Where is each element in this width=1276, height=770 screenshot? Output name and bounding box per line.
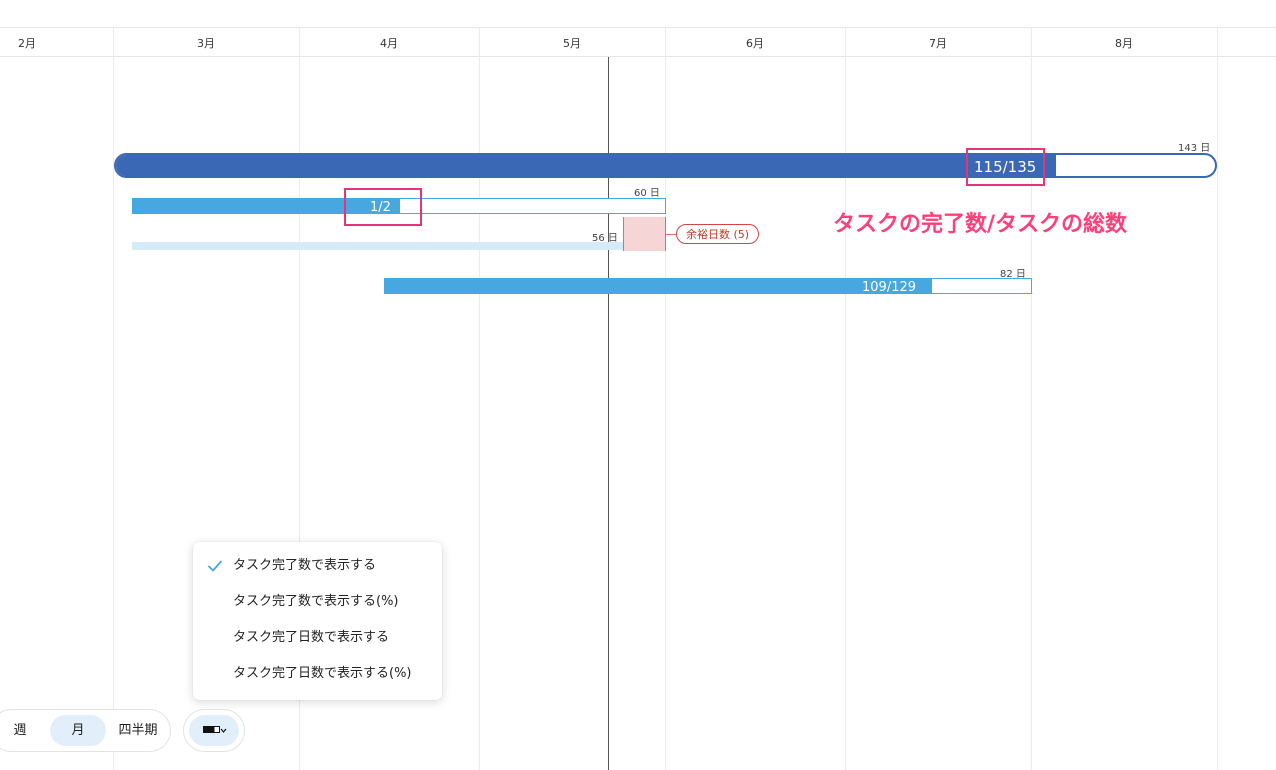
grid-line [113,28,114,770]
month-label-jun: 6月 [746,37,764,50]
progress-display-menu: タスク完了数で表示する タスク完了数で表示する(%) タスク完了日数で表示する … [193,542,442,700]
slack-days-box [623,217,666,251]
task3-bar-label: 109/129 [862,280,917,294]
slack-days-badge: 余裕日数 (5) [676,224,760,244]
main-bar-duration: 143 日 [1178,143,1211,154]
month-label-jul: 7月 [929,37,947,50]
month-label-aug: 8月 [1115,37,1133,50]
menu-item-task-days-percent[interactable]: タスク完了日数で表示する(%) [193,656,442,692]
task3-duration: 82 日 [1000,269,1026,280]
task1-bar-fill [133,199,400,213]
main-project-bar[interactable]: 115/135 [114,153,1217,178]
top-bar [0,0,1276,28]
scale-quarter-button[interactable]: 四半期 [118,723,158,738]
menu-item-task-count[interactable]: タスク完了数で表示する [193,548,442,584]
task1-bar[interactable]: 1/2 [132,198,666,214]
grid-line [1217,28,1218,770]
annotation-text: タスクの完了数/タスクの総数 [833,212,1128,237]
menu-item-label: タスク完了数で表示する(%) [233,594,399,609]
menu-item-task-days[interactable]: タスク完了日数で表示する [193,620,442,656]
grid-line [845,28,846,770]
main-project-bar-fill [116,155,1056,176]
scale-week-button[interactable]: 週 [13,723,27,738]
task2-bar[interactable] [132,242,624,250]
scale-switcher: 週 月 四半期 [0,709,171,752]
grid-line [479,28,480,770]
progress-display-toggle-group [183,709,245,752]
scale-month-button[interactable]: 月 [50,715,106,746]
menu-item-label: タスク完了日数で表示する(%) [233,666,412,681]
progress-bar-icon [203,726,227,733]
task3-bar[interactable]: 109/129 [384,278,1032,294]
menu-item-label: タスク完了日数で表示する [233,630,390,645]
check-icon [208,560,222,572]
today-line [608,57,609,770]
highlight-box-main [966,148,1045,186]
task1-duration: 60 日 [634,188,660,199]
main-project-bar-label: 115/135 [974,158,1037,176]
task1-bar-label: 1/2 [370,200,391,214]
menu-item-label: タスク完了数で表示する [233,558,377,573]
month-header: 2月 3月 4月 5月 6月 7月 8月 [0,28,1276,57]
progress-display-toggle[interactable] [189,715,239,746]
task3-bar-fill [385,279,932,293]
task2-duration: 56 日 [592,233,618,244]
month-label-may: 5月 [563,37,581,50]
grid-line [1031,28,1032,770]
highlight-box-task1 [344,188,422,226]
grid-line [299,28,300,770]
month-label-apr: 4月 [380,37,398,50]
menu-item-task-count-percent[interactable]: タスク完了数で表示する(%) [193,584,442,620]
month-label-mar: 3月 [197,37,215,50]
slack-connector [666,234,676,235]
grid-line [665,28,666,770]
month-label-feb: 2月 [18,37,36,50]
